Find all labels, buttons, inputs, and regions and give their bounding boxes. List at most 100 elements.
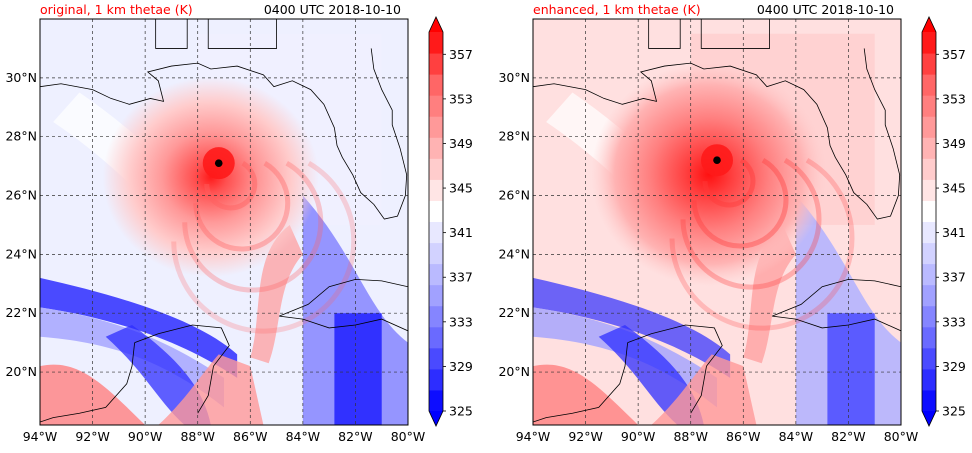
x-tick-label: 82°W [338,429,373,444]
colorbar-segment [922,200,936,222]
colorbar-tick-label: 353 [942,91,966,106]
colorbar-segment [922,305,936,328]
colorbar-segment [429,368,443,391]
colorbar-tick-label: 337 [449,270,473,285]
colorbar-segment [922,116,936,138]
colorbar-segment [922,32,936,54]
colorbar-segment [429,137,443,159]
colorbar-segment [429,32,443,54]
colorbar-extend-max [429,17,443,32]
y-tick-label: 30°N [5,70,37,85]
y-tick-label: 24°N [5,246,37,261]
y-tick-label: 20°N [498,364,530,379]
colorbar-segment [922,95,936,117]
colorbar-tick-label: 357 [942,47,966,62]
y-tick-label: 28°N [5,129,37,144]
y-tick-label: 20°N [5,364,37,379]
colorbar-tick-label: 333 [942,314,966,329]
colorbar-tick-label: 345 [942,181,966,196]
colorbar-tick-label: 341 [942,225,966,240]
colorbar-tick-label: 357 [449,47,473,62]
colorbar-extend-min [922,411,936,426]
panel-time: 0400 UTC 2018-10-10 [757,2,894,17]
y-tick-label: 30°N [498,70,530,85]
storm-center-dot [713,156,721,165]
colorbar-extend-max [922,17,936,32]
colorbar-segment [922,158,936,180]
colorbar-segment [922,221,936,244]
x-tick-label: 90°W [621,429,656,444]
graticule [533,19,901,425]
colorbar: 357 353 349 345 341 337 333 329 325 [921,16,966,427]
colorbar-segment [429,95,443,117]
y-tick-label: 26°N [498,188,530,203]
x-tick-label: 90°W [128,429,163,444]
colorbar-segment [429,347,443,370]
panel-title: enhanced, 1 km thetae (K) [533,2,701,17]
x-tick-label: 94°W [516,429,551,444]
colorbar-tick-label: 353 [449,91,473,106]
colorbar-segment [922,242,936,265]
colorbar-segment [922,347,936,370]
colorbar-tick-label: 325 [449,404,473,419]
map-panel-original: original, 1 km thetae (K) 0400 UTC 2018-1… [5,2,472,444]
storm-center-dot [214,159,223,167]
colorbar-segment [429,326,443,349]
y-tick-label: 22°N [5,305,37,320]
coastline [40,19,408,423]
colorbar-segment [429,53,443,75]
x-tick-label: 86°W [233,429,268,444]
x-tick-label: 80°W [391,429,426,444]
colorbar-segment [922,368,936,391]
x-tick-label: 84°W [286,429,321,444]
colorbar-segment [922,137,936,159]
colorbar-tick-label: 349 [449,136,473,151]
colorbar-segment [922,74,936,96]
colorbar-segment [429,284,443,307]
colorbar-tick-label: 349 [942,136,966,151]
colorbar-tick-label: 329 [449,359,473,374]
colorbar: 357 353 349 345 341 337 333 329 325 [428,16,473,427]
x-tick-label: 84°W [779,429,814,444]
colorbar-segment [922,263,936,286]
y-tick-label: 24°N [498,246,530,261]
colorbar-tick-label: 337 [942,270,966,285]
y-tick-label: 26°N [5,188,37,203]
colorbar-segment [922,284,936,307]
colorbar-tick-label: 333 [449,314,473,329]
panel-title: original, 1 km thetae (K) [40,2,193,17]
colorbar-tick-label: 329 [942,359,966,374]
coastline [533,19,901,423]
x-tick-label: 86°W [726,429,761,444]
colorbar-segment [429,116,443,138]
colorbar-segment [429,200,443,222]
colorbar-segment [429,221,443,244]
thetae-field [533,19,901,425]
colorbar-tick-label: 345 [449,181,473,196]
x-tick-label: 88°W [673,429,708,444]
x-tick-label: 80°W [884,429,919,444]
y-tick-label: 22°N [498,305,530,320]
colorbar-segment [429,389,443,412]
x-tick-label: 94°W [23,429,58,444]
colorbar-segment [429,74,443,96]
colorbar-tick-label: 325 [942,404,966,419]
y-tick-label: 28°N [498,129,530,144]
colorbar-segment [922,53,936,75]
colorbar-segment [429,305,443,328]
colorbar-segment [429,263,443,286]
colorbar-segment [922,326,936,349]
colorbar-segment [429,179,443,201]
colorbar-segment [922,389,936,412]
colorbar-segment [922,179,936,201]
thetae-field [40,19,408,425]
map-frame [39,18,409,426]
graticule [40,19,408,425]
colorbar-extend-min [429,411,443,426]
x-tick-label: 88°W [180,429,215,444]
x-tick-label: 92°W [75,429,110,444]
panel-time: 0400 UTC 2018-10-10 [264,2,401,17]
x-tick-label: 92°W [568,429,603,444]
map-panel-enhanced: enhanced, 1 km thetae (K) 0400 UTC 2018-1… [498,2,965,444]
